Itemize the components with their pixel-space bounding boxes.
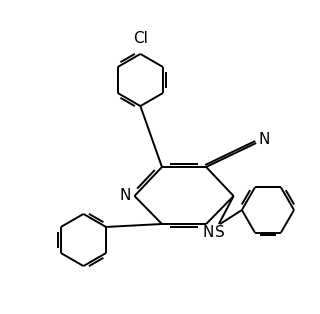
- Text: N: N: [258, 133, 270, 147]
- Text: Cl: Cl: [133, 31, 148, 46]
- Text: S: S: [215, 225, 225, 240]
- Text: N: N: [119, 188, 131, 203]
- Text: N: N: [202, 225, 213, 240]
